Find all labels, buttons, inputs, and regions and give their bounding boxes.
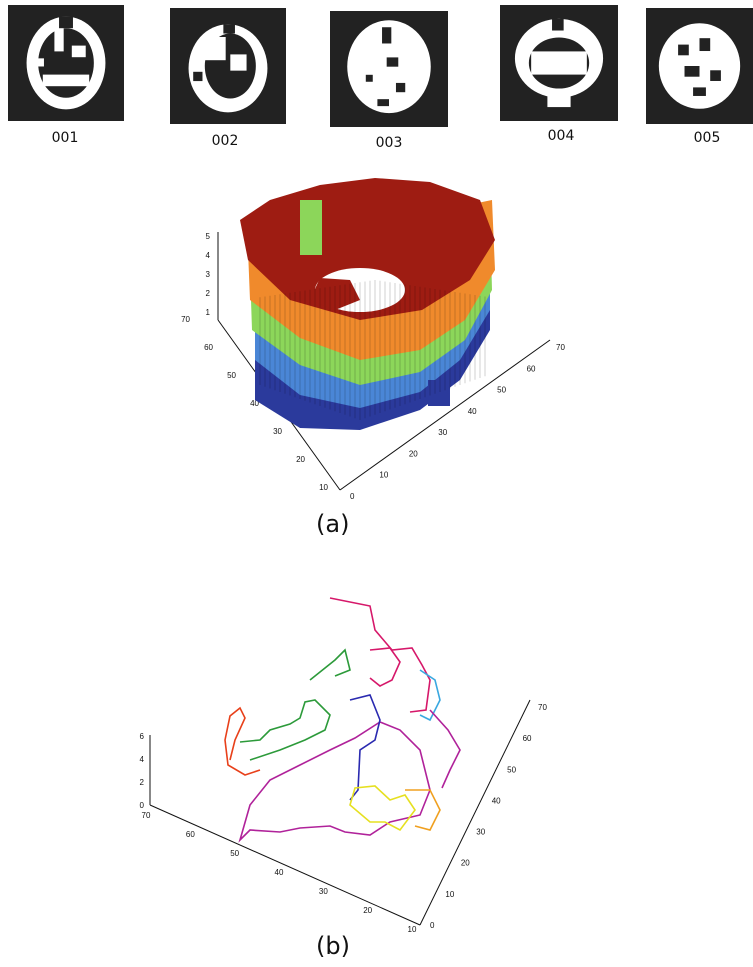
x-tick-label: 0 — [350, 492, 355, 501]
x-tick-label: 70 — [538, 703, 547, 712]
z-tick-label: 2 — [140, 778, 145, 787]
figure-b-caption: (b) — [316, 932, 350, 960]
z-tick-label: 0 — [140, 801, 145, 810]
slice-label: 002 — [211, 133, 239, 149]
slice-image — [658, 23, 741, 109]
axes — [149, 699, 531, 926]
z-tick-label: 6 — [140, 732, 145, 741]
contour-line — [405, 789, 441, 831]
contour-line — [429, 709, 461, 789]
slice-label: 005 — [693, 130, 721, 146]
z-tick-label: 4 — [140, 755, 145, 764]
axis-ticks: 1 2 3 4 5 70 60 50 40 30 20 10 0 10 20 30 40 50 60 70 — [181, 232, 565, 501]
contour-line — [238, 721, 431, 843]
z-tick-label: 3 — [206, 270, 211, 279]
y-tick-label: 70 — [142, 811, 151, 820]
slice-thumbnail-005 — [646, 8, 753, 124]
contour-lines — [224, 597, 461, 843]
z-tick-label: 5 — [206, 232, 211, 241]
y-tick-label: 60 — [186, 830, 195, 839]
contour-line — [349, 785, 416, 832]
figure-b-contours: 0 2 4 6 70 60 50 40 30 20 10 0 10 20 30 40 50 60 70 — [140, 597, 547, 934]
x-tick-label: 70 — [556, 343, 565, 352]
x-tick-label: 20 — [461, 859, 470, 868]
z-tick-label: 2 — [206, 289, 211, 298]
y-tick-label: 40 — [275, 868, 284, 877]
y-tick-label: 50 — [227, 371, 236, 380]
column-stripes — [259, 280, 486, 420]
y-tick-label: 10 — [408, 925, 417, 934]
x-tick-label: 0 — [430, 921, 435, 930]
y-tick-label: 20 — [363, 906, 372, 915]
slice-label: 001 — [51, 130, 79, 146]
y-tick-label: 20 — [296, 455, 305, 464]
z-tick-label: 1 — [206, 308, 211, 317]
axis-ticks: 0 2 4 6 70 60 50 40 30 20 10 0 10 20 30 40 50 60 70 — [140, 703, 548, 934]
slice-image — [514, 18, 604, 108]
x-tick-label: 10 — [379, 471, 388, 480]
x-tick-label: 50 — [497, 386, 506, 395]
x-tick-label: 20 — [409, 449, 418, 458]
volume-body — [240, 178, 495, 430]
slice-image — [347, 20, 431, 114]
contour-line — [349, 694, 381, 801]
y-tick-label: 70 — [181, 315, 190, 324]
x-tick-label: 60 — [527, 364, 536, 373]
slice-thumbnail-003 — [330, 11, 448, 127]
y-tick-label: 50 — [230, 849, 239, 858]
slice-image — [26, 16, 106, 110]
x-tick-label: 60 — [523, 734, 532, 743]
y-tick-label: 30 — [319, 887, 328, 896]
slice-label: 003 — [375, 135, 403, 151]
contour-line — [419, 669, 441, 722]
y-tick-label: 30 — [273, 427, 282, 436]
x-tick-label: 40 — [468, 407, 477, 416]
slice-thumbnail-002 — [170, 8, 286, 124]
x-tick-label: 30 — [438, 428, 447, 437]
contour-line — [224, 706, 261, 776]
slice-label: 004 — [547, 128, 575, 144]
contour-line — [329, 597, 431, 713]
slice-thumbnail-001 — [8, 5, 124, 121]
figure-a-3d-volume: 1 2 3 4 5 70 60 50 40 30 20 10 0 10 20 30 40 50 60 70 — [181, 178, 565, 501]
contour-line — [369, 647, 401, 687]
slice-image — [188, 24, 268, 113]
y-tick-label: 60 — [204, 343, 213, 352]
z-tick-label: 4 — [206, 251, 211, 260]
y-tick-label: 40 — [250, 399, 259, 408]
slice-thumbnail-004 — [500, 5, 618, 121]
x-tick-label: 10 — [445, 890, 454, 899]
x-tick-label: 40 — [492, 796, 501, 805]
y-tick-label: 10 — [319, 483, 328, 492]
x-tick-label: 30 — [476, 828, 485, 837]
contour-line — [239, 648, 351, 761]
x-tick-label: 50 — [507, 765, 516, 774]
figure-a-caption: (a) — [316, 510, 350, 538]
